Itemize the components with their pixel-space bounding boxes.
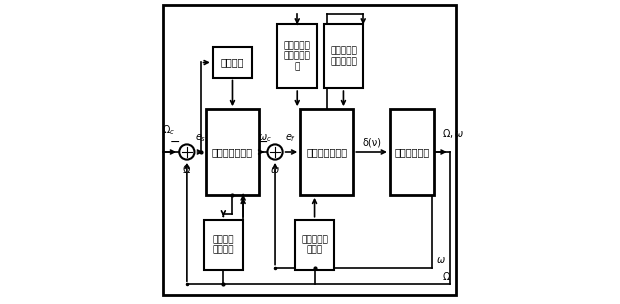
Text: $\Omega,\omega$: $\Omega,\omega$ (442, 127, 464, 140)
Bar (213, 47, 252, 78)
Text: 近空间飞行器: 近空间飞行器 (394, 147, 430, 157)
Text: $\omega$: $\omega$ (436, 255, 446, 265)
Text: 非线性干扰
观测器: 非线性干扰 观测器 (301, 235, 328, 254)
Text: 非线性干
扰观测器: 非线性干 扰观测器 (213, 235, 234, 254)
Bar (300, 109, 353, 195)
Bar (294, 219, 334, 270)
Text: $\Omega_c$: $\Omega_c$ (162, 123, 175, 137)
Text: $\omega$: $\omega$ (270, 165, 280, 175)
Text: $\Omega$: $\Omega$ (442, 270, 451, 282)
Bar (278, 24, 317, 88)
Text: δ(ν): δ(ν) (362, 138, 381, 148)
Text: $e_s$: $e_s$ (195, 132, 206, 144)
Text: $e_f$: $e_f$ (285, 132, 296, 144)
Text: $\Omega$: $\Omega$ (182, 163, 192, 175)
Bar (390, 109, 434, 195)
Text: 自适应律: 自适应律 (221, 57, 244, 67)
Text: 模叫路滑模控制: 模叫路滑模控制 (212, 147, 253, 157)
Bar (203, 219, 243, 270)
Text: $\omega_c$: $\omega_c$ (259, 132, 272, 144)
Bar (324, 24, 363, 88)
Text: −: − (169, 136, 180, 149)
Text: 神经网络能
机故障补偿
项: 神经网络能 机故障补偿 项 (284, 41, 311, 71)
Text: 容错滑模控制器: 容错滑模控制器 (306, 147, 347, 157)
Text: −: − (258, 136, 268, 149)
Text: 偏转上界与
辅助变量项: 偏转上界与 辅助变量项 (330, 47, 357, 66)
Bar (206, 109, 259, 195)
